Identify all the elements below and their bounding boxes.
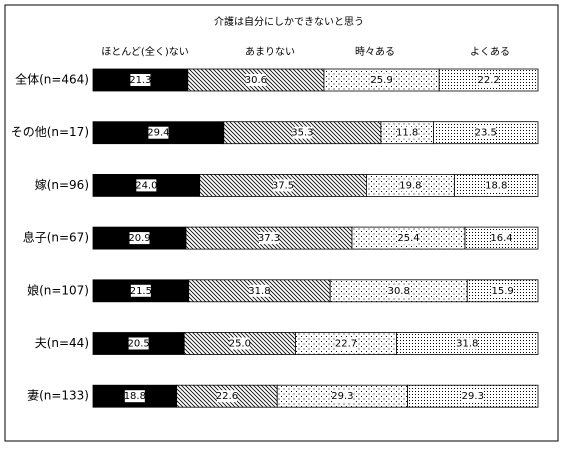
value-label: 30.6 (245, 75, 267, 86)
value-label: 29.3 (331, 391, 353, 402)
value-label: 29.4 (147, 128, 169, 139)
value-label-bg (129, 232, 150, 245)
category-label: 妻(n=133) (27, 389, 89, 403)
legend-label: よくある (470, 46, 510, 58)
value-label: 25.0 (229, 339, 251, 350)
value-label: 31.8 (456, 339, 478, 350)
value-label: 18.8 (124, 391, 146, 402)
value-label-bg (492, 284, 513, 297)
value-label-bg (491, 232, 512, 245)
value-label: 30.8 (388, 286, 410, 297)
category-label: 全体(n=464) (15, 72, 89, 87)
value-label: 22.6 (216, 391, 238, 402)
value-label: 29.3 (462, 391, 484, 402)
value-label-bg (136, 179, 157, 192)
value-label: 11.8 (396, 128, 418, 139)
value-label-bg (478, 74, 499, 86)
value-label-bg (335, 337, 356, 350)
value-label-bg (475, 126, 496, 139)
value-label-bg (398, 232, 419, 245)
value-label-bg (388, 284, 409, 297)
legend-label: あまりない (245, 46, 295, 58)
value-label-bg (249, 284, 270, 297)
category-label: その他(n=17) (11, 125, 89, 139)
value-label-bg (292, 126, 313, 139)
value-label-bg (216, 390, 237, 403)
category-label: 娘(n=107) (27, 282, 89, 297)
value-label-bg (229, 337, 250, 350)
value-label: 24.0 (135, 180, 157, 191)
legend-label: ほとんど(全く)ない (101, 45, 189, 58)
value-label-bg (148, 126, 169, 139)
value-label: 18.8 (485, 180, 507, 191)
value-label-bg (128, 337, 149, 350)
value-label: 25.4 (397, 233, 419, 244)
value-label-bg (332, 390, 353, 403)
frame (4, 4, 559, 442)
value-label: 21.3 (129, 75, 151, 86)
value-label: 35.3 (291, 128, 313, 139)
value-label-bg (371, 74, 392, 86)
value-label: 22.7 (335, 339, 357, 350)
value-label-bg (462, 390, 483, 403)
value-label-bg (245, 74, 266, 86)
value-label: 19.8 (399, 180, 421, 191)
value-label: 20.5 (127, 339, 149, 350)
value-label-bg (457, 337, 478, 350)
value-label: 21.5 (130, 286, 152, 297)
value-label: 16.4 (490, 233, 512, 244)
value-label: 23.5 (475, 128, 497, 139)
category-label: 嫁(n=96) (35, 177, 89, 192)
value-label-bg (258, 232, 279, 245)
category-label: 夫(n=44) (35, 336, 89, 350)
value-label: 22.2 (477, 75, 499, 86)
value-label: 25.9 (370, 75, 392, 86)
value-label: 15.9 (491, 286, 513, 297)
value-label-bg (397, 126, 418, 139)
category-label: 息子(n=67) (23, 230, 89, 245)
value-label: 31.8 (248, 286, 270, 297)
value-label: 37.3 (258, 233, 280, 244)
value-label-bg (124, 390, 145, 403)
value-label-bg (486, 179, 507, 192)
value-label-bg (130, 284, 151, 297)
value-label: 20.9 (128, 233, 150, 244)
value-label-bg (400, 179, 421, 192)
value-label-bg (130, 74, 151, 86)
value-label-bg (273, 179, 294, 192)
chart-title: 介護は自分にしかできないと思う (214, 15, 364, 28)
value-label: 37.5 (272, 180, 294, 191)
legend-label: 時々ある (355, 46, 395, 58)
